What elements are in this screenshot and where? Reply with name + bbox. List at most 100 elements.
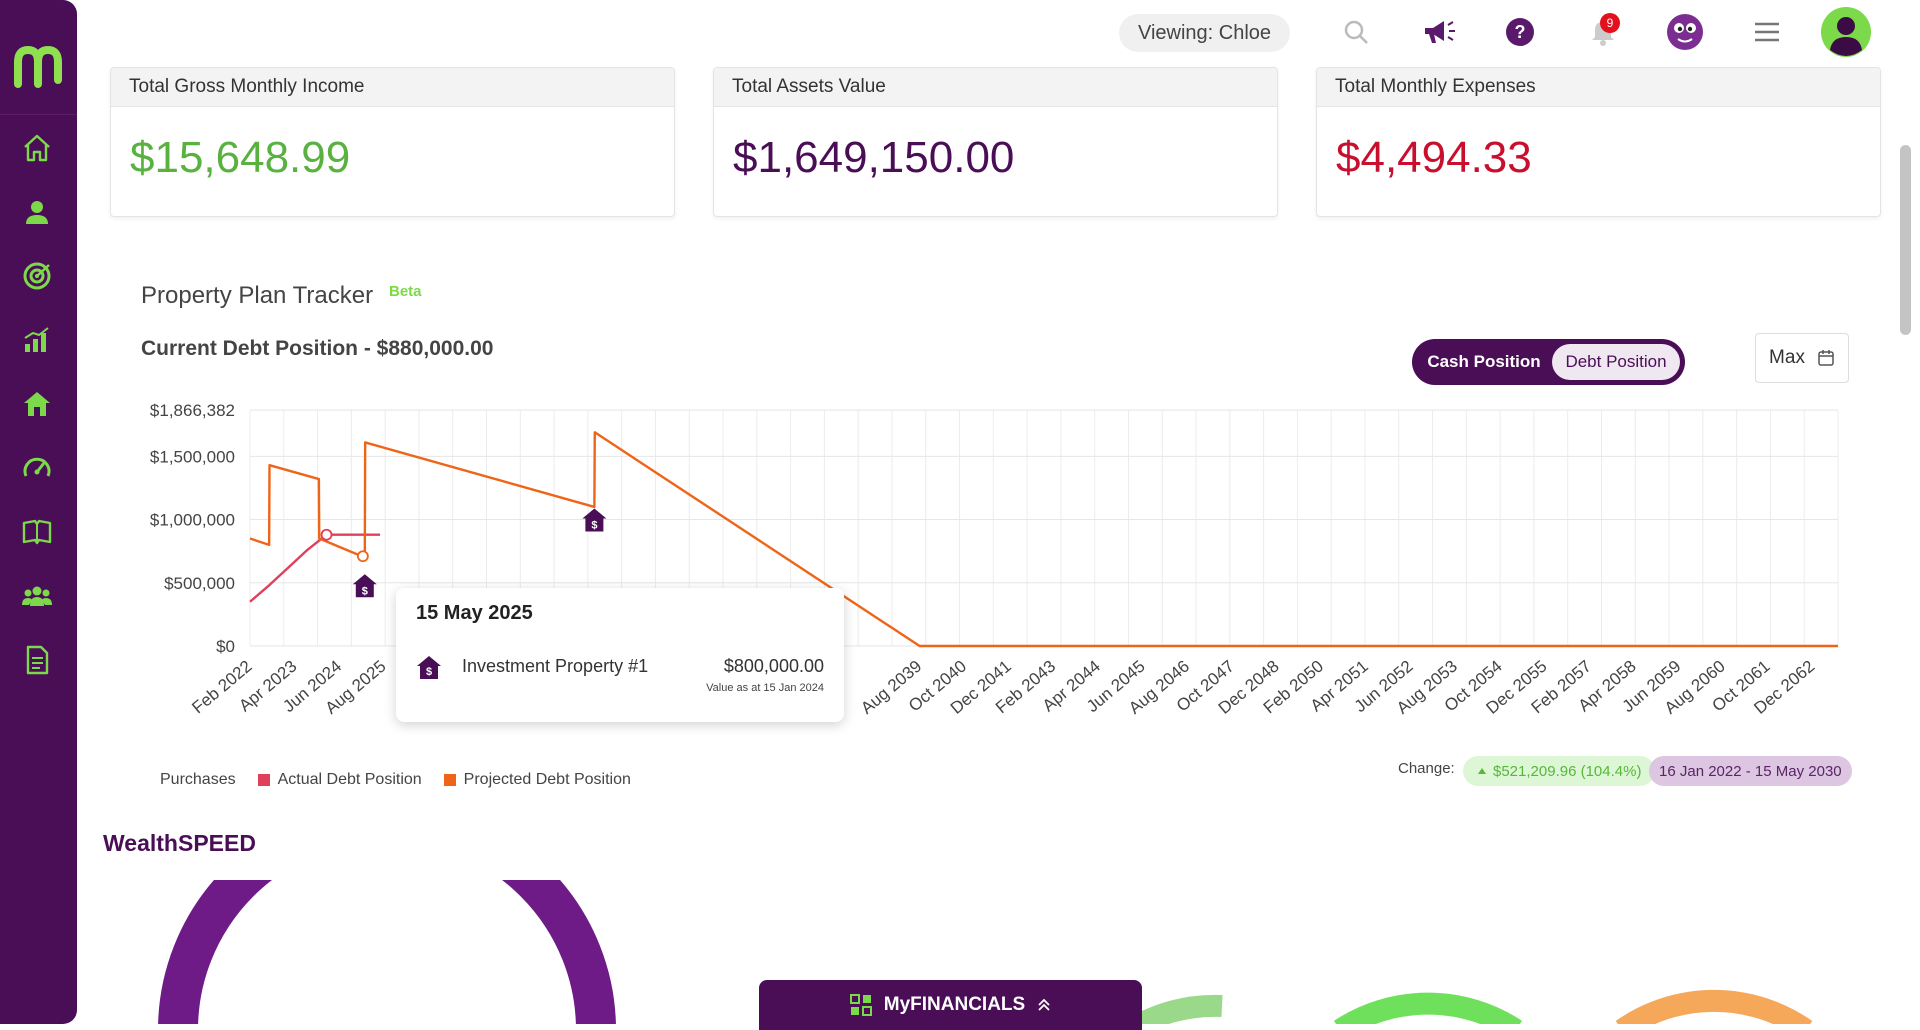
data-point-marker [356, 550, 369, 563]
dollar-symbol: $ [362, 585, 368, 597]
document-icon [26, 645, 49, 675]
notification-count-badge: 9 [1600, 13, 1620, 33]
myfinancials-label: MyFINANCIALS [883, 994, 1026, 1015]
tooltip-value: $800,000.00 [723, 656, 824, 676]
position-toggle: Cash Position Debt Position [1412, 339, 1685, 385]
wealthspeed-heading: WealthSPEED [103, 830, 256, 856]
team-icon [22, 586, 52, 606]
viewing-user-selector[interactable]: Viewing: Chloe [1119, 14, 1290, 52]
gauge-orange [1615, 989, 1813, 1024]
date-range-button[interactable]: Max [1755, 333, 1849, 383]
sidebar-item-profile[interactable] [20, 195, 54, 229]
change-label: Change: [1398, 760, 1455, 777]
sidebar-item-property[interactable] [20, 387, 54, 421]
legend-swatch [257, 774, 270, 786]
change-value: $521,209.96 (104.4%) [1493, 762, 1642, 780]
legend-swatch [443, 774, 456, 786]
page-scrollbar[interactable] [1900, 145, 1911, 335]
svg-text:?: ? [1515, 22, 1526, 42]
y-tick-label: $500,000 [164, 574, 235, 593]
chart-tooltip: 15 May 2025 $ Investment Property #1 $80… [396, 588, 844, 722]
m-logo[interactable] [12, 40, 66, 90]
sidebar-item-documents[interactable] [20, 643, 54, 677]
card-title: Total Assets Value [714, 68, 1277, 107]
tooltip-property-name: Investment Property #1 [462, 656, 649, 676]
property-marker-icon: $ [417, 656, 441, 679]
change-badge: $521,209.96 (104.4%) [1463, 756, 1656, 786]
card-title: Total Monthly Expenses [1317, 68, 1880, 107]
legend-label: Projected Debt Position [463, 771, 631, 788]
legend-label: Actual Debt Position [277, 771, 422, 788]
current-debt-heading: Current Debt Position - $880,000.00 [141, 337, 494, 360]
monthly-expenses-card: Total Monthly Expenses $4,494.33 [1316, 67, 1881, 217]
chart-legend: Purchases Actual Debt Position Projected… [160, 771, 631, 789]
main-menu-button[interactable] [1747, 12, 1787, 52]
sidebar-item-speed[interactable] [20, 451, 54, 485]
sidebar [0, 0, 77, 1024]
y-tick-label: $1,866,382 [150, 401, 235, 420]
search-icon [1344, 20, 1368, 44]
gauge-green [1124, 994, 1223, 1024]
series-line-actual-debt-position [249, 533, 381, 603]
gross-income-card: Total Gross Monthly Income $15,648.99 [110, 67, 675, 217]
notifications-button[interactable]: 9 [1583, 12, 1623, 52]
mascot-icon [1667, 14, 1703, 50]
date-range-badge: 16 Jan 2022 - 15 May 2030 [1649, 756, 1852, 786]
help-icon: ? [1506, 18, 1534, 46]
assets-value-card: Total Assets Value $1,649,150.00 [713, 67, 1278, 217]
book-icon [22, 519, 52, 545]
megaphone-icon [1425, 21, 1455, 43]
purchase-marker[interactable]: $ [352, 574, 377, 598]
card-value: $1,649,150.00 [733, 133, 1015, 182]
card-value: $4,494.33 [1336, 133, 1532, 182]
tracker-title: Property Plan Tracker [141, 282, 374, 309]
myfinancials-panel-toggle[interactable]: MyFINANCIALS [759, 980, 1142, 1030]
tooltip-note: Value as at 15 Jan 2024 [706, 682, 824, 694]
sidebar-item-reports[interactable] [20, 323, 54, 357]
debt-position-button[interactable]: Debt Position [1552, 344, 1680, 380]
sidebar-item-goals[interactable] [20, 259, 54, 293]
tooltip-date: 15 May 2025 [416, 602, 533, 624]
range-label: Max [1769, 347, 1805, 368]
data-point-marker [320, 528, 333, 541]
wealth-gauges [158, 880, 1813, 1024]
legend-actual[interactable]: Actual Debt Position [257, 771, 422, 789]
search-button[interactable] [1336, 12, 1376, 52]
svg-text:$: $ [426, 666, 432, 678]
assistant-button[interactable] [1665, 12, 1705, 52]
menu-icon [1755, 22, 1779, 42]
y-tick-label: $1,500,000 [150, 447, 235, 466]
target-icon [23, 262, 51, 290]
speedometer-icon [23, 457, 51, 477]
chevron-up-icon [1038, 998, 1050, 1011]
wealthspeed-gauge [158, 880, 616, 1024]
house-icon [582, 508, 607, 532]
property-icon [24, 392, 50, 416]
user-icon [26, 201, 48, 224]
dashboard-icon [849, 994, 872, 1016]
house-icon [352, 574, 377, 598]
bar-chart-icon [24, 327, 49, 352]
sidebar-item-home[interactable] [20, 131, 54, 165]
purchase-marker[interactable]: $ [582, 508, 607, 532]
gauge-lime [1333, 992, 1523, 1024]
beta-badge: Beta [389, 283, 422, 300]
card-title: Total Gross Monthly Income [111, 68, 674, 107]
legend-label: Purchases [160, 771, 236, 788]
legend-purchases[interactable]: Purchases [160, 771, 236, 789]
user-avatar-icon [1821, 7, 1871, 57]
card-value: $15,648.99 [130, 133, 351, 182]
dollar-symbol: $ [591, 520, 597, 532]
arrow-up-icon [1478, 768, 1486, 774]
calendar-icon [1818, 350, 1834, 366]
y-tick-label: $1,000,000 [150, 511, 235, 530]
user-account-button[interactable] [1820, 6, 1872, 58]
y-tick-label: $0 [216, 637, 235, 656]
cash-position-button[interactable]: Cash Position [1427, 352, 1541, 371]
sidebar-item-learn[interactable] [20, 515, 54, 549]
sidebar-item-team[interactable] [20, 579, 54, 613]
debt-position-chart: $1,866,382 $1,500,000 $1,000,000 $500,000 $0… [150, 401, 1839, 718]
legend-projected[interactable]: Projected Debt Position [443, 771, 631, 789]
announcements-button[interactable] [1419, 12, 1459, 52]
help-button[interactable]: ? [1500, 12, 1540, 52]
